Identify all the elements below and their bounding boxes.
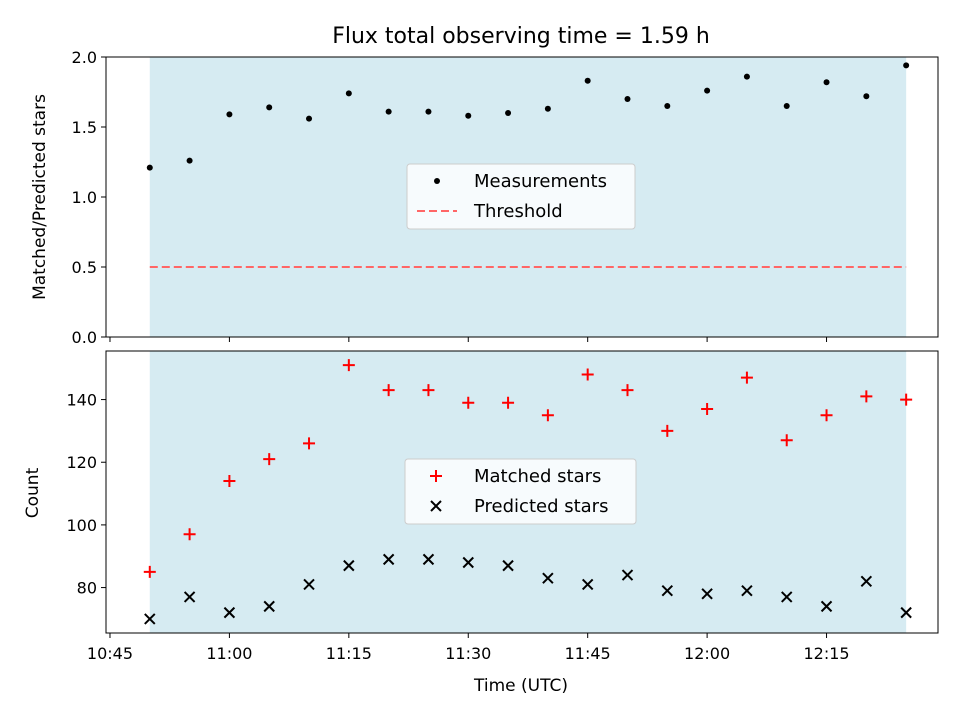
matched-star-point [462,396,475,409]
measurement-point [624,96,631,102]
legend-matched-label: Matched stars [474,466,601,487]
count-y-tick-label: 100 [66,516,97,535]
count-y-tick-label: 80 [77,579,97,598]
measurement-point [664,103,671,109]
ratio-y-tick-label: 0.0 [72,328,97,347]
x-axis-label: Time (UTC) [473,676,568,696]
predicted-star-point [542,572,554,584]
predicted-star-point [581,578,594,591]
measurement-point [505,110,512,116]
measurement-point [465,112,472,119]
matched-star-point [581,368,594,381]
predicted-star-point [343,559,355,572]
legend-measurements-label: Measurements [474,171,607,192]
count-axes-frame [105,350,939,634]
measurement-point [544,105,551,112]
ratio-y-tick-label: 1.0 [72,188,97,207]
ratio-y-tick-label: 2.0 [72,48,97,67]
x-tick-label: 11:00 [206,644,252,663]
predicted-star-point [303,578,315,591]
matched-star-point [183,528,196,541]
measurement-point [783,103,790,109]
x-tick-label: 11:15 [326,644,372,663]
matched-star-point [820,409,833,422]
matched-star-point [382,384,395,397]
predicted-star-point [263,600,275,613]
matched-star-point [541,409,554,422]
x-tick-label: 12:00 [684,644,730,663]
x-tick-label: 11:45 [565,644,611,663]
ratio-y-tick-label: 1.5 [72,118,97,137]
matched-star-point [701,402,714,415]
count-y-tick-label: 120 [66,453,97,472]
matched-star-point [263,453,276,466]
legend-matched-marker [430,470,442,482]
ratio-legend: Measurements Threshold [406,163,636,230]
measurement-point [425,108,432,115]
x-tick-label: 12:15 [803,644,849,663]
measurement-point [584,77,591,84]
measurement-point [385,108,392,115]
predicted-star-point [462,556,474,569]
ratio-y-tick-label: 0.5 [72,258,97,277]
predicted-star-point [382,553,395,566]
legend-predicted-label: Predicted stars [474,496,608,517]
chart-title: Flux total observing time = 1.59 h [332,24,710,49]
ratio-legend-box [406,163,636,230]
matched-star-point [780,434,793,447]
count-legend-box [404,458,637,525]
predicted-star-point [820,600,833,613]
matched-star-point [860,390,873,403]
predicted-star-point [860,575,873,588]
predicted-star-point [781,591,793,603]
predicted-star-point [661,584,674,597]
matched-star-point [223,475,236,488]
matched-star-point [303,437,316,450]
matched-star-point [143,565,156,578]
measurement-point [186,157,193,164]
matched-star-point [740,371,753,384]
predicted-star-point [223,606,236,619]
count-panel: Count 80 100 120 140 10:45 11:00 11:15 11:30 11:… [23,350,939,663]
predicted-star-point [183,591,196,603]
count-y-tick-label: 140 [66,391,97,410]
predicted-star-point [621,569,634,581]
predicted-star-point [144,613,156,625]
matched-star-point [900,393,913,406]
matched-star-point [661,424,674,437]
legend-predicted-marker [430,500,442,512]
measurement-point [146,164,153,171]
legend-measurements-marker [434,178,440,184]
matched-star-point [502,396,515,409]
measurement-point [743,73,750,80]
measurement-point [306,115,313,122]
predicted-star-point [741,584,753,597]
predicted-star-point [900,606,912,619]
measurement-point [903,62,910,69]
matched-star-point [621,384,634,397]
matched-star-point [342,359,355,372]
count-legend: Matched stars Predicted stars [404,458,637,525]
count-y-axis-label: Count [23,467,43,518]
measurement-point [226,111,233,118]
legend-threshold-label: Threshold [473,201,563,222]
matched-star-point [422,384,435,397]
ratio-panel: Matched/Predicted stars 0.00.51.01.52.0 … [30,48,939,347]
predicted-star-point [701,588,713,600]
measurement-point [266,104,273,111]
measurement-point [823,79,830,86]
x-tick-label: 10:45 [87,644,133,663]
measurement-point [345,90,352,97]
x-tick-label: 11:30 [445,644,491,663]
predicted-star-point [502,559,514,572]
ratio-axes-frame [105,56,939,338]
ratio-y-axis-label: Matched/Predicted stars [30,94,50,300]
measurement-point [704,87,711,94]
predicted-star-point [422,553,435,566]
measurement-point [863,93,870,100]
